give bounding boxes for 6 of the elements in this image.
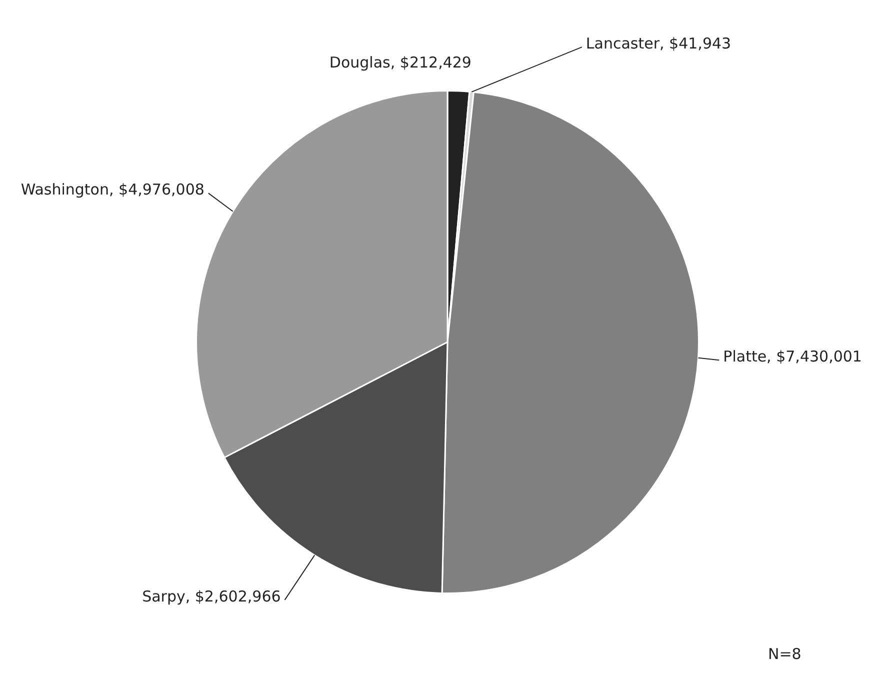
- text: N=8: [768, 644, 802, 663]
- slice-label: Platte, $7,430,001: [723, 347, 862, 366]
- slice-label: Douglas, $212,429: [329, 53, 472, 72]
- slice-label: Washington, $4,976,008: [20, 180, 204, 199]
- slice-label: Lancaster, $41,943: [586, 34, 732, 52]
- slice-label: Sarpy, $2,602,966: [142, 587, 281, 606]
